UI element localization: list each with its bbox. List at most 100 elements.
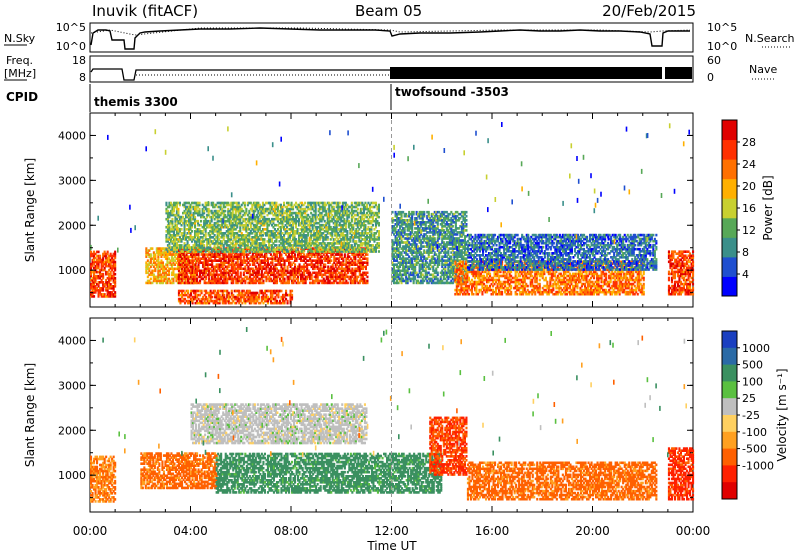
colorbar-tick-label: -25 [742, 409, 760, 422]
colorbar-swatch [722, 217, 737, 238]
cpid-segment-2: twofsound -3503 [395, 85, 509, 99]
colorbar-tick-label: 1000 [742, 342, 770, 355]
colorbar-tick-label: 500 [742, 359, 763, 372]
x-tick-label: 16:00 [475, 524, 510, 538]
data-region-2 [177, 247, 369, 285]
x-tick-label: 12:00 [374, 524, 409, 538]
colorbar-tick-label: 8 [742, 246, 749, 259]
data-region-6 [667, 447, 695, 501]
colorbar-tick-label: 16 [742, 202, 756, 215]
colorbar-tick-label: 25 [742, 392, 756, 405]
colorbar-swatch [722, 465, 737, 483]
freq-dense-band [390, 67, 662, 79]
date-title: 20/Feb/2015 [602, 2, 696, 20]
nave-tick-top: 60 [707, 54, 721, 67]
colorbar-swatch [722, 431, 737, 450]
velocity-panel: 1000 2000 3000 4000 Slant Range [km] [23, 317, 695, 513]
data-region-7 [466, 233, 658, 271]
freq-label: Freq. [6, 54, 33, 67]
y-axis-title: Slant Range [km] [23, 363, 37, 467]
y-tick-label: 4000 [58, 334, 86, 347]
nsearch-tick-bottom: 10^0 [707, 40, 737, 53]
nsky-trace [90, 27, 690, 50]
data-region-4 [429, 416, 468, 476]
cpid-label: CPID [6, 90, 38, 104]
colorbar-swatch [722, 331, 737, 349]
colorbar-swatch [722, 364, 737, 382]
colorbar-swatch [722, 256, 737, 277]
data-region-5 [466, 461, 658, 501]
colorbar-title: Velocity [m s⁻¹] [775, 368, 789, 461]
nsky-tick-top: 10^5 [56, 21, 86, 34]
y-tick-label: 2000 [58, 219, 86, 232]
colorbar-title: Power [dB] [761, 175, 775, 240]
freq-tick-bottom: 8 [79, 71, 86, 84]
x-tick-label: 00:00 [73, 524, 108, 538]
data-region-8 [667, 250, 695, 296]
sparse-echoes [90, 122, 690, 253]
nave-label: Nave [749, 63, 777, 76]
y-tick-label: 3000 [58, 379, 86, 392]
colorbar-swatch [722, 448, 737, 466]
x-tick-label: 04:00 [173, 524, 208, 538]
y-tick-label: 4000 [58, 129, 86, 142]
y-tick-label: 1000 [58, 469, 86, 482]
freq-tick-top: 18 [72, 54, 86, 67]
colorbar-swatch [722, 347, 737, 366]
colorbar-tick-label: -100 [742, 426, 767, 439]
data-region-1 [140, 452, 218, 490]
colorbar-tick-label: 24 [742, 158, 756, 171]
colorbar-tick-label: 28 [742, 136, 756, 149]
data-region-5 [391, 210, 468, 285]
nsky-label: N.Sky [4, 32, 36, 45]
colorbar-tick-label: 100 [742, 375, 763, 388]
power-colorbar: 4 8 12 16 20 24 28 Power [dB] [721, 119, 775, 297]
data-cells [90, 122, 695, 305]
data-region-0 [90, 455, 117, 503]
colorbar-tick-label: 20 [742, 180, 756, 193]
beam-title: Beam 05 [355, 2, 422, 20]
colorbar-tick-label: 4 [742, 268, 749, 281]
data-region-3 [190, 403, 368, 445]
data-region-2 [215, 452, 443, 494]
colorbar-swatch [722, 381, 737, 399]
freq-trace [90, 68, 390, 81]
colorbar-swatch [722, 139, 737, 160]
time-axis-labels: 00:00 04:00 08:00 12:00 16:00 20:00 00:00 [73, 524, 711, 538]
x-tick-label: 00:00 [676, 524, 711, 538]
colorbar-swatch [722, 178, 737, 199]
y-tick-label: 2000 [58, 424, 86, 437]
y-tick-label: 1000 [58, 264, 86, 277]
data-region-4 [177, 289, 294, 305]
cpid-segment-1: themis 3300 [94, 95, 178, 109]
colorbar-tick-label: -500 [742, 443, 767, 456]
data-cells [90, 327, 695, 503]
colorbar-swatch [722, 482, 737, 500]
cpid-panel: CPID themis 3300 twofsound -3503 [6, 84, 509, 112]
data-region-3 [165, 201, 380, 253]
freq-unit: [MHz] [4, 67, 36, 80]
sparse-echoes [102, 327, 687, 458]
colorbar-swatch [722, 159, 737, 180]
freq-dense-band-end [665, 67, 692, 79]
colorbar-swatch [722, 198, 737, 219]
nsky-panel: N.Sky 10^5 10^0 10^5 10^0 N.Search [4, 21, 795, 53]
x-tick-label: 08:00 [274, 524, 309, 538]
freq-panel: Freq. [MHz] 18 8 60 0 Nave [4, 54, 777, 84]
nsearch-tick-top: 10^5 [707, 21, 737, 34]
colorbar-swatch [722, 276, 737, 297]
x-axis-title: Time UT [366, 539, 417, 553]
station-title: Inuvik (fitACF) [92, 2, 198, 20]
y-tick-label: 3000 [58, 174, 86, 187]
nave-tick-bottom: 0 [707, 71, 714, 84]
power-panel: 1000 2000 3000 4000 Slant Range [km] [23, 112, 695, 308]
data-region-0 [90, 250, 117, 298]
colorbar-swatch [722, 120, 737, 141]
colorbar-swatch [722, 237, 737, 258]
colorbar-tick-label: 12 [742, 224, 756, 237]
y-axis-title: Slant Range [km] [23, 158, 37, 262]
nsky-tick-bottom: 10^0 [56, 40, 86, 53]
colorbar-swatch [722, 398, 737, 416]
